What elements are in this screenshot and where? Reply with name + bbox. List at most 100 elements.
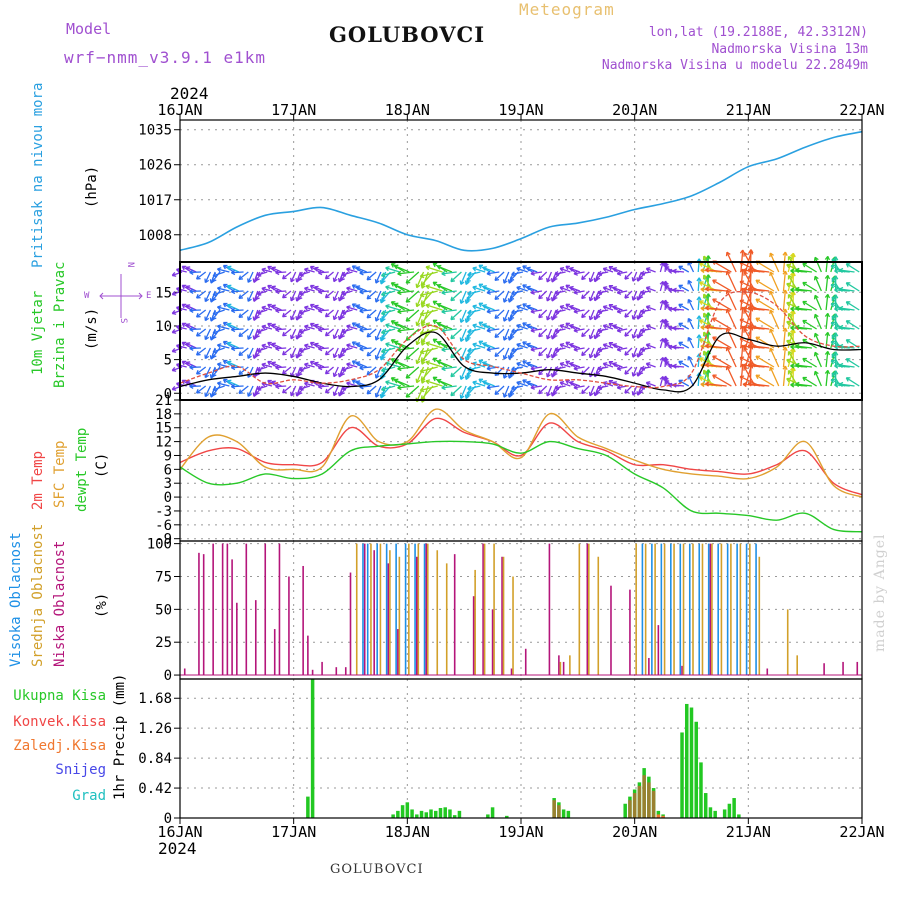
- wind-arrow-head: [385, 381, 389, 386]
- wind-arrow: [217, 287, 230, 292]
- wind-arrow: [472, 305, 486, 311]
- wind-arrow: [314, 286, 325, 292]
- wind-arrow-head: [581, 315, 586, 319]
- wind-arrow: [678, 341, 690, 349]
- wind-arrow-head: [216, 344, 221, 349]
- compass-n: N: [125, 262, 135, 267]
- wind-arrow: [405, 290, 420, 303]
- wind-arrow-head: [834, 327, 839, 331]
- wind-arrow-head: [381, 318, 386, 321]
- wind-arrow-head: [290, 393, 295, 397]
- wind-arrow: [425, 361, 443, 368]
- precip-bar-total: [561, 809, 566, 818]
- wind-arrow-head: [416, 379, 421, 384]
- wind-arrow: [314, 324, 325, 330]
- wind-arrow: [802, 281, 817, 292]
- ytick-label-pressure: 1008: [138, 228, 172, 244]
- wind-arrow: [573, 347, 585, 351]
- wind-arrow-head: [212, 351, 218, 354]
- wind-arrow-head: [645, 344, 650, 349]
- wind-arrow-head: [486, 292, 491, 295]
- wind-arrow-head: [494, 392, 500, 396]
- wind-arrow: [845, 377, 860, 387]
- ytick-label-temperature: 21: [155, 393, 172, 409]
- wind-arrow: [185, 285, 197, 292]
- wind-arrow: [740, 268, 744, 292]
- wind-arrow: [212, 347, 225, 353]
- wind-arrow-head: [678, 361, 682, 366]
- wind-arrow-head: [267, 266, 271, 271]
- wind-arrow: [355, 304, 367, 311]
- wind-arrow: [802, 319, 817, 330]
- wind-arrow: [530, 309, 543, 313]
- wind-arrow-head: [375, 280, 380, 284]
- wind-arrow: [597, 290, 609, 294]
- wind-arrow-head: [381, 313, 386, 316]
- wind-arrow-head: [638, 315, 644, 318]
- wind-arrow: [196, 366, 207, 375]
- wind-arrow: [247, 290, 254, 302]
- wind-arrow-head: [824, 369, 829, 374]
- wind-arrow-head: [381, 356, 386, 359]
- ytick-label-pressure: 1035: [138, 123, 172, 139]
- wind-arrow: [304, 268, 315, 273]
- xtick-label-top: 17JAN: [271, 101, 316, 119]
- wind-arrow-head: [559, 306, 564, 310]
- wind-arrow-head: [530, 311, 535, 314]
- wind-arrow: [581, 271, 590, 280]
- wind-arrow: [845, 320, 860, 330]
- wind-arrow-head: [813, 371, 816, 376]
- wind-arrow: [472, 286, 486, 292]
- wind-arrow: [314, 343, 325, 349]
- cloud-ylabel-3: Niska Oblacnost: [52, 541, 68, 667]
- wind-arrow: [261, 325, 273, 330]
- wind-arrow: [304, 287, 315, 292]
- wind-arrow-head: [318, 329, 323, 333]
- wind-arrow: [526, 362, 538, 368]
- precip-bar-conv: [628, 800, 632, 818]
- wind-arrow-head: [569, 286, 573, 291]
- wind-arrow: [603, 362, 614, 368]
- temp-ylabel-1: 2m Temp: [30, 451, 46, 510]
- wind-arrow: [530, 328, 543, 332]
- wind-arrow: [247, 366, 254, 378]
- wind-arrow: [460, 271, 467, 285]
- wind-arrow-head: [712, 279, 716, 284]
- wind-arrow: [238, 385, 249, 394]
- wind-arrow-head: [441, 330, 446, 334]
- wind-arrow-head: [834, 384, 839, 388]
- wind-arrow-head: [172, 293, 177, 296]
- wind-arrow-head: [569, 305, 573, 310]
- wind-arrow-head: [739, 357, 743, 362]
- wind-arrow-head: [700, 307, 705, 312]
- wind-arrow: [755, 260, 775, 273]
- wind-arrow: [659, 338, 664, 349]
- wind-arrow: [437, 360, 453, 368]
- wind-arrow: [755, 336, 775, 349]
- wind-arrow-head: [508, 337, 513, 341]
- wind-arrow-head: [467, 312, 472, 315]
- wind-arrow-head: [450, 299, 455, 302]
- wind-arrow-head: [795, 269, 800, 273]
- wind-arrow-head: [845, 377, 849, 382]
- wind-arrow-head: [341, 388, 347, 391]
- wind-arrow: [769, 347, 780, 368]
- wind-arrow-head: [838, 364, 843, 369]
- wind-arrow-head: [333, 392, 338, 397]
- wind-arrow-head: [185, 285, 189, 291]
- wind-arrow: [425, 342, 443, 349]
- wind-arrow-head: [271, 267, 275, 272]
- wind-arrow-head: [466, 299, 471, 302]
- wind-arrow-head: [355, 343, 360, 348]
- wind-arrow: [712, 298, 732, 311]
- wind-arrow: [282, 366, 292, 375]
- wind-arrow-head: [526, 343, 530, 348]
- wind-arrow-head: [747, 269, 752, 273]
- wind-arrow: [782, 328, 787, 349]
- wind-arrow-head: [238, 278, 244, 281]
- wind-arrow-head: [786, 321, 790, 326]
- wind-arrow-head: [275, 272, 280, 276]
- wind-arrow-head: [261, 306, 266, 311]
- wind-arrow-head: [416, 360, 421, 365]
- wind-arrow-head: [341, 312, 347, 315]
